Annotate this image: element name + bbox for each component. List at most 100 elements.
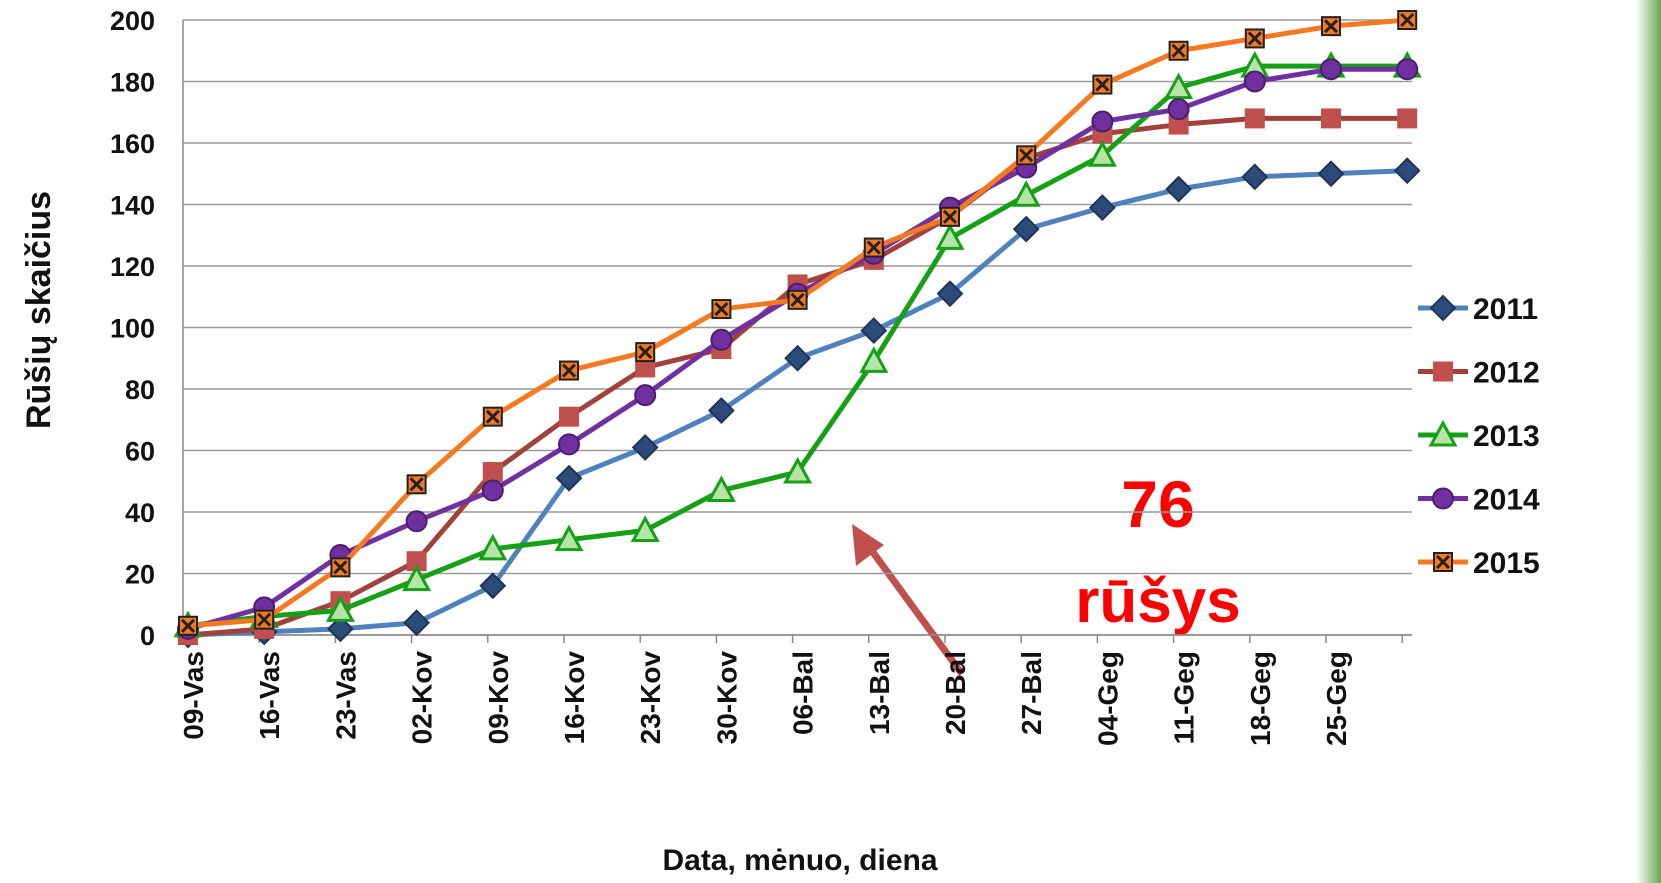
x-tick-label: 11-Geg bbox=[1169, 651, 1200, 744]
marker bbox=[478, 533, 508, 561]
marker bbox=[1011, 180, 1041, 207]
y-tick-label: 200 bbox=[110, 6, 155, 36]
marker bbox=[784, 344, 812, 372]
marker bbox=[787, 289, 808, 310]
marker bbox=[935, 223, 965, 250]
marker bbox=[330, 557, 351, 578]
marker-cross bbox=[1400, 12, 1415, 28]
marker bbox=[711, 299, 732, 320]
marker bbox=[1167, 98, 1190, 121]
marker bbox=[558, 433, 580, 456]
x-tick-label: 09-Kov bbox=[483, 651, 514, 745]
x-tick-label: 18-Geg bbox=[1245, 651, 1276, 746]
marker bbox=[635, 342, 656, 363]
marker bbox=[1320, 58, 1342, 81]
marker-cross bbox=[790, 292, 805, 307]
marker-cross bbox=[1323, 19, 1339, 34]
x-tick-label: 09-Vas bbox=[178, 651, 209, 740]
x-tick-label: 04-Geg bbox=[1092, 651, 1123, 746]
marker bbox=[635, 357, 656, 378]
marker bbox=[1428, 419, 1458, 447]
legend-label: 2014 bbox=[1473, 484, 1540, 517]
marker-cross bbox=[1095, 77, 1110, 92]
marker-cross bbox=[714, 301, 729, 317]
marker bbox=[1397, 10, 1418, 30]
y-tick-label: 0 bbox=[140, 621, 155, 651]
legend-label: 2012 bbox=[1473, 357, 1540, 390]
marker bbox=[403, 609, 431, 637]
marker bbox=[555, 464, 583, 492]
marker bbox=[710, 328, 733, 351]
marker bbox=[1432, 487, 1454, 510]
series-line bbox=[187, 168, 1408, 638]
x-axis-label: Data, mėnuo, diena bbox=[662, 844, 937, 877]
marker bbox=[482, 406, 503, 427]
marker bbox=[554, 524, 584, 552]
marker-cross bbox=[257, 612, 272, 627]
marker-cross bbox=[1247, 31, 1262, 46]
y-tick-label: 120 bbox=[110, 252, 155, 282]
marker bbox=[1321, 108, 1341, 129]
annotation: rūšys bbox=[1075, 567, 1240, 636]
marker bbox=[1433, 552, 1453, 572]
x-tick-label: 23-Kov bbox=[635, 651, 666, 745]
marker bbox=[1012, 215, 1040, 243]
marker bbox=[630, 515, 660, 542]
marker bbox=[863, 237, 884, 258]
marker bbox=[559, 406, 579, 427]
x-tick-label: 02-Kov bbox=[407, 651, 438, 745]
marker bbox=[1088, 194, 1116, 221]
y-axis-label: Rūšių skaičius bbox=[20, 191, 58, 429]
marker bbox=[783, 456, 813, 484]
marker bbox=[1016, 145, 1037, 166]
legend-label: 2013 bbox=[1473, 420, 1540, 453]
marker bbox=[1091, 110, 1114, 133]
marker-cross bbox=[1435, 554, 1451, 570]
background-edge bbox=[1636, 0, 1661, 883]
marker bbox=[859, 346, 889, 373]
marker bbox=[631, 434, 659, 461]
y-tick-label: 60 bbox=[125, 437, 155, 467]
marker bbox=[405, 510, 428, 533]
x-tick-label: 13-Bal bbox=[864, 651, 895, 735]
marker-cross bbox=[638, 345, 653, 360]
marker bbox=[1321, 16, 1341, 37]
x-tick-label: 27-Bal bbox=[1016, 651, 1047, 735]
x-tick-label: 20-Bal bbox=[940, 651, 971, 735]
marker bbox=[1168, 40, 1189, 61]
marker bbox=[1241, 163, 1269, 191]
y-tick-label: 80 bbox=[125, 375, 155, 405]
x-tick-label: 25-Geg bbox=[1321, 651, 1352, 746]
marker-cross bbox=[1171, 43, 1186, 58]
marker bbox=[1164, 72, 1194, 100]
marker bbox=[482, 462, 503, 483]
marker bbox=[1087, 140, 1117, 167]
marker bbox=[1397, 108, 1418, 129]
legend-label: 2011 bbox=[1473, 293, 1538, 326]
marker bbox=[402, 564, 432, 592]
marker bbox=[1244, 28, 1265, 49]
marker-cross bbox=[485, 409, 500, 424]
arrow bbox=[861, 537, 965, 677]
marker bbox=[406, 551, 427, 572]
legend-label: 2015 bbox=[1473, 547, 1540, 580]
marker bbox=[1243, 70, 1266, 93]
marker-cross bbox=[942, 209, 958, 224]
marker bbox=[178, 615, 198, 636]
marker-cross bbox=[180, 618, 196, 633]
marker bbox=[1092, 74, 1113, 95]
marker bbox=[634, 384, 657, 407]
y-tick-label: 40 bbox=[125, 498, 155, 528]
marker bbox=[1165, 175, 1193, 203]
marker bbox=[1317, 160, 1345, 188]
y-tick-label: 160 bbox=[110, 129, 155, 159]
marker bbox=[1393, 157, 1421, 185]
series-line bbox=[187, 115, 1408, 638]
marker bbox=[559, 360, 579, 381]
marker bbox=[406, 474, 427, 495]
marker-cross bbox=[409, 477, 424, 492]
marker-cross bbox=[333, 560, 348, 575]
y-tick-label: 140 bbox=[110, 191, 155, 221]
x-tick-label: 16-Kov bbox=[559, 651, 590, 745]
